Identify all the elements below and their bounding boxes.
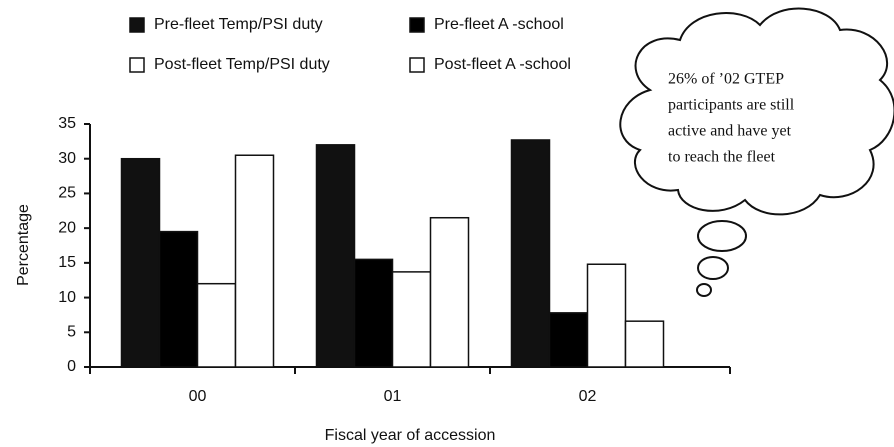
y-tick-label: 35 <box>58 115 76 132</box>
bar <box>512 140 550 367</box>
bar <box>355 259 393 367</box>
legend-label: Post-fleet A -school <box>434 56 571 73</box>
x-axis-label: Fiscal year of accession <box>325 427 496 444</box>
legend-label: Post-fleet Temp/PSI duty <box>154 56 330 73</box>
bar <box>160 232 198 367</box>
annotation: active and have yet <box>668 123 792 140</box>
legend-swatch <box>130 58 144 72</box>
x-tick-label: 01 <box>384 388 402 405</box>
annotation: 26% of ’02 GTEP <box>668 71 784 88</box>
y-tick-label: 15 <box>58 254 76 271</box>
annotation: participants are still <box>668 97 795 114</box>
chart: Percentage Fiscal year of accession 0 5 10… <box>0 0 894 447</box>
legend-label: Pre-fleet Temp/PSI duty <box>154 16 323 33</box>
x-tick-label: 00 <box>189 388 207 405</box>
bar <box>393 272 431 367</box>
legend-swatch <box>130 18 144 32</box>
bar <box>550 313 588 367</box>
bar <box>317 145 355 367</box>
page: {"chart_data": {"type": "bar", "categori… <box>0 0 894 447</box>
y-tick-label: 30 <box>58 150 76 167</box>
bar <box>431 218 469 367</box>
y-tick-label: 5 <box>67 324 76 341</box>
bar <box>626 321 664 367</box>
legend-swatch <box>410 18 424 32</box>
legend-swatch <box>410 58 424 72</box>
bar <box>198 284 236 367</box>
annotation: to reach the fleet <box>668 149 776 166</box>
x-tick-label: 02 <box>579 388 597 405</box>
legend-label: Pre-fleet A -school <box>434 16 564 33</box>
bar <box>236 155 274 367</box>
y-axis-label: Percentage <box>15 204 32 286</box>
y-tick-label: 10 <box>58 289 76 306</box>
bar <box>122 159 160 367</box>
y-tick-label: 25 <box>58 185 76 202</box>
bar <box>588 264 626 367</box>
y-tick-label: 20 <box>58 219 76 236</box>
y-tick-label: 0 <box>67 358 76 375</box>
